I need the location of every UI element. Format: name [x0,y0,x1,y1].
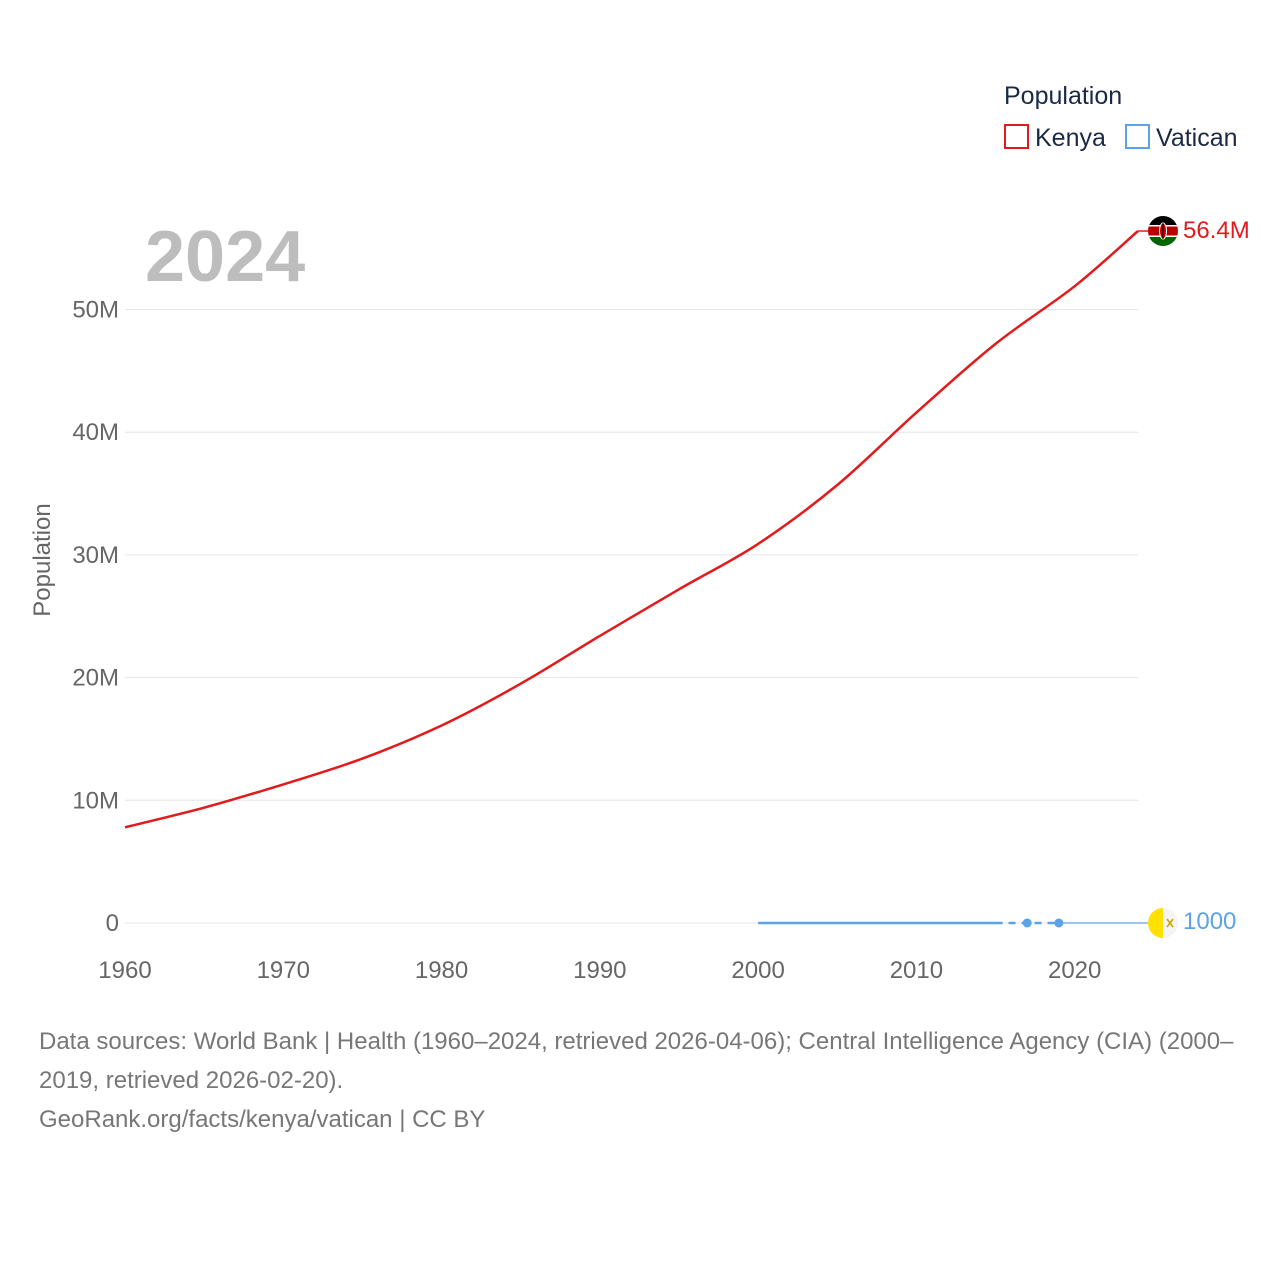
population-chart: 0 10M 20M 30M 40M 50M 1960 1970 1980 1990 2000 201… [29,82,1250,984]
x-tick-label: 2000 [731,957,784,984]
x-tick-label: 2010 [890,957,943,984]
x-tick-label: 2020 [1048,957,1101,984]
legend-label-vatican: Vatican [1156,124,1238,152]
y-tick-label: 30M [72,542,119,569]
x-tick-label: 1960 [98,957,151,984]
y-axis-label: Population [29,503,56,616]
y-tick-label: 40M [72,419,119,446]
series-lines [124,230,1148,928]
x-tick-label: 1970 [257,957,310,984]
y-tick-label: 10M [72,787,119,814]
vatican-point[interactable] [1054,918,1064,928]
y-tick-label: 0 [106,910,119,937]
x-tick-label: 1990 [573,957,626,984]
y-tick-label: 20M [72,665,119,692]
legend-swatch-kenya [1004,124,1029,149]
x-tick-label: 1980 [415,957,468,984]
legend-item-vatican[interactable]: Vatican [1125,124,1238,152]
footer: Data sources: World Bank | Health (1960–… [39,1022,1249,1139]
credit-line[interactable]: GeoRank.org/facts/kenya/vatican | CC BY [39,1106,486,1133]
data-sources: Data sources: World Bank | Health (1960–… [39,1028,1234,1094]
end-label-kenya: 56.4M [1183,217,1250,244]
year-label: 2024 [145,217,305,297]
legend: Population Kenya Vatican [1004,82,1238,152]
legend-swatch-vatican [1125,124,1150,149]
vatican-point[interactable] [1022,918,1032,928]
end-labels: 56.4M 1000 [1183,217,1250,935]
series-line-kenya[interactable] [124,230,1139,829]
end-label-vatican: 1000 [1183,908,1236,935]
x-axis-ticks: 1960 1970 1980 1990 2000 2010 2020 [98,957,1101,984]
y-tick-label: 50M [72,297,119,324]
kenya-flag-icon [1148,216,1178,246]
vatican-flag-icon [1148,908,1178,938]
legend-label-kenya: Kenya [1035,124,1106,152]
legend-title: Population [1004,82,1122,110]
y-axis-ticks: 0 10M 20M 30M 40M 50M [72,297,119,937]
legend-item-kenya[interactable]: Kenya [1004,124,1106,152]
